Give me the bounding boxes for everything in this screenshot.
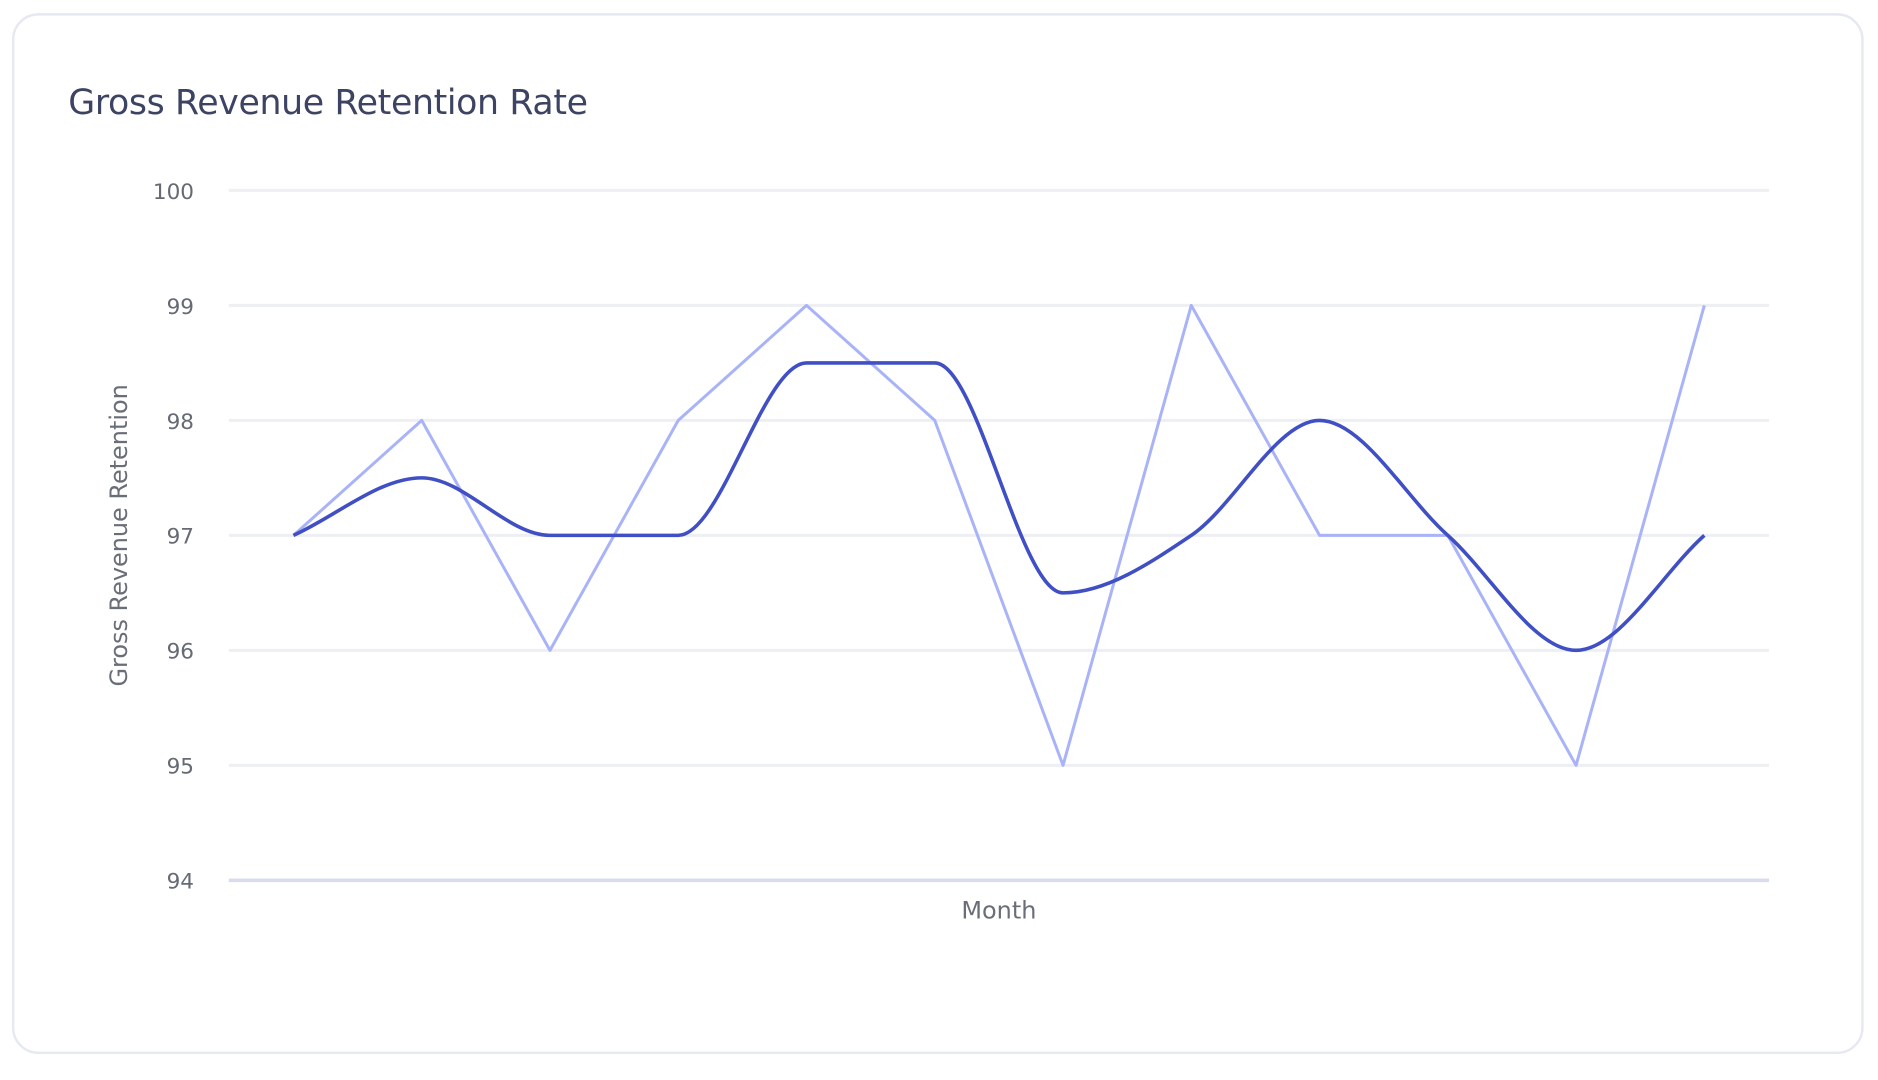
- raw-series-line: [292, 303, 1706, 767]
- y-axis-label: Gross Revenue Retention: [105, 384, 133, 686]
- smoothed-series-line: [292, 361, 1706, 653]
- y-tick-label: 100: [153, 180, 194, 205]
- y-tick-label: 96: [167, 640, 194, 665]
- y-tick-label: 98: [167, 410, 194, 435]
- y-tick-label: 97: [167, 525, 194, 550]
- y-tick-label: 95: [167, 755, 194, 780]
- y-tick-label: 99: [167, 295, 194, 320]
- x-axis-label: Month: [961, 897, 1036, 925]
- y-tick-label: 94: [167, 870, 194, 895]
- chart-title: Gross Revenue Retention Rate: [68, 81, 588, 123]
